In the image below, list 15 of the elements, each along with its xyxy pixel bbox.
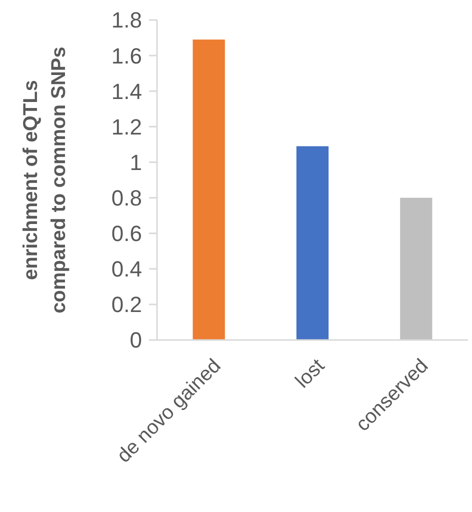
- y-tick-label: 0.2: [111, 292, 142, 318]
- y-axis-title: enrichment of eQTLs compared to common SNPs: [20, 46, 70, 314]
- y-tick-label: 1.6: [111, 43, 142, 68]
- bar: [192, 40, 225, 340]
- x-tick-label: lost: [291, 354, 330, 392]
- y-tick-label: 0.8: [111, 185, 142, 210]
- y-tick-label: 1.4: [111, 78, 142, 104]
- y-tick-label: 0: [130, 328, 142, 353]
- y-tick-label: 1: [130, 150, 142, 175]
- bar: [296, 146, 329, 340]
- y-tick-label: 1.8: [111, 8, 142, 33]
- y-tick-label: 1.2: [111, 114, 142, 140]
- y-tick-label: 0.4: [111, 256, 142, 282]
- y-tick-label: 0.6: [111, 221, 142, 246]
- bar: [400, 198, 432, 340]
